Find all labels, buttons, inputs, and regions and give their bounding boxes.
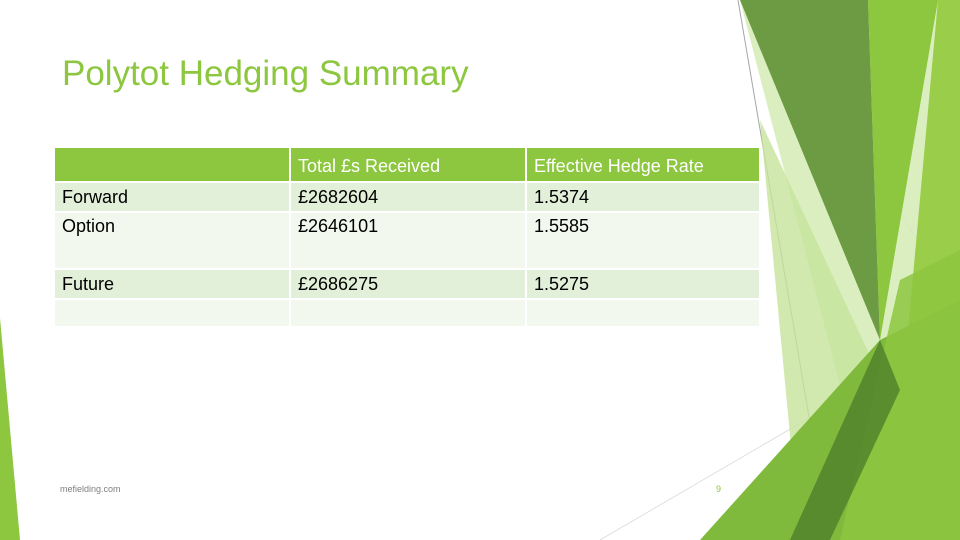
table-row: Future £2686275 1.5275 [53,268,761,300]
table-row: Forward £2682604 1.5374 [53,181,761,213]
bright-green-shape [868,0,938,340]
table-cell: 1.5275 [525,268,761,300]
row-label: Option [53,211,291,270]
table-cell [525,298,761,328]
table-cell: £2686275 [289,268,527,300]
table-cell: £2646101 [289,211,527,270]
table-cell: 1.5374 [525,181,761,213]
page-number: 9 [716,484,722,494]
lower-bright-shape [840,250,960,540]
table-cell: 1.5585 [525,211,761,270]
footer-text: mefielding.com [60,484,121,494]
header-cell: Total £s Received [289,146,527,183]
table-cell [289,298,527,328]
slide-title: Polytot Hedging Summary [62,54,469,93]
bottom-dark-shape [790,340,900,540]
table-cell: £2682604 [289,181,527,213]
table-row [53,298,761,328]
header-cell [53,146,291,183]
row-label: Future [53,268,291,300]
table-row: Option £2646101 1.5585 [53,211,761,270]
hedging-summary-table: Total £s Received Effective Hedge Rate F… [53,146,761,328]
row-label: Forward [53,181,291,213]
header-cell: Effective Hedge Rate [525,146,761,183]
left-accent-shape [0,318,20,540]
table-header-row: Total £s Received Effective Hedge Rate [53,146,761,183]
dark-green-shape [740,0,880,340]
row-label [53,298,291,328]
